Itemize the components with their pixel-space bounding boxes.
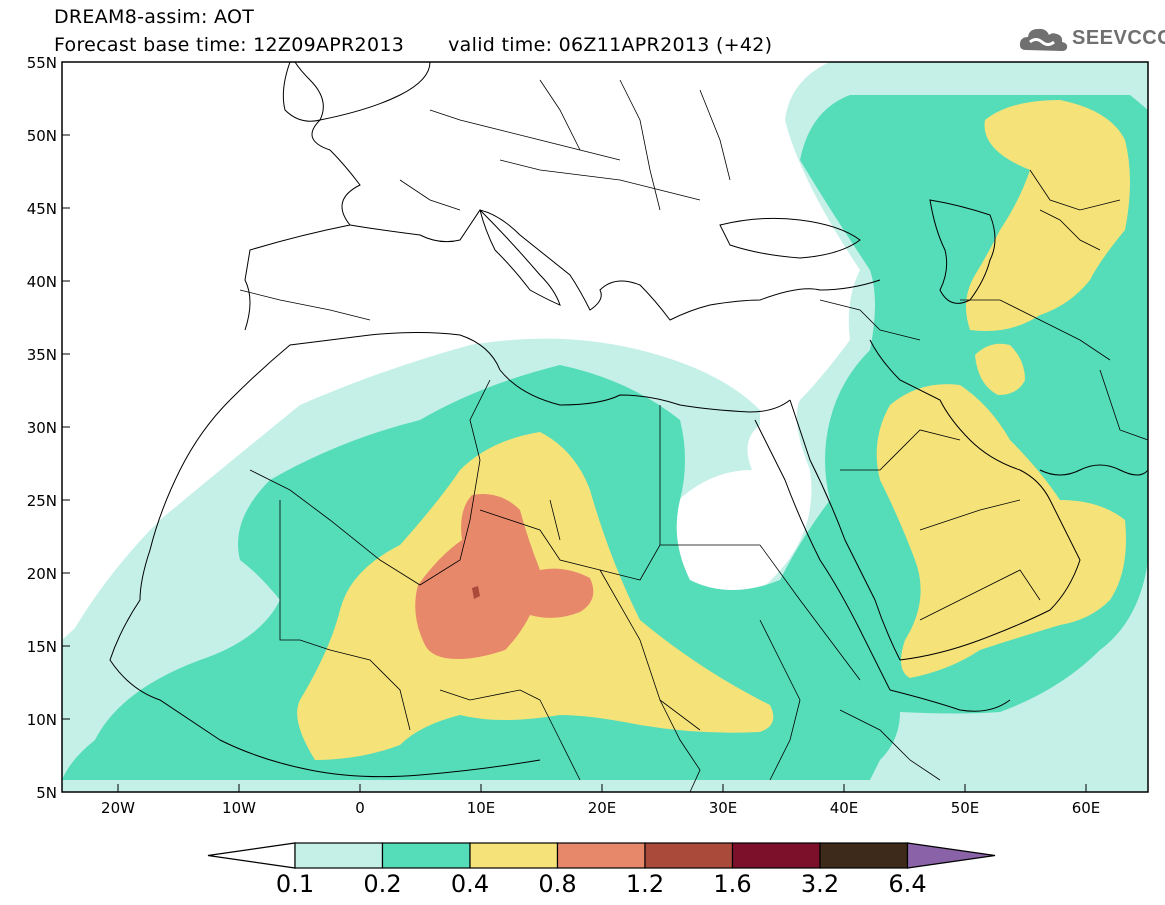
colorbar-swatch [556, 842, 646, 869]
lat-tick-label: 20N [27, 565, 57, 583]
lat-tick-label: 55N [27, 54, 57, 72]
arabia-coast [869, 339, 1081, 661]
aot-band-0-2 [62, 95, 1148, 780]
horn-of-africa [889, 689, 1011, 712]
persian-gulf [1039, 464, 1148, 476]
seevccc-logo: SEEVCCC [1018, 24, 1165, 54]
lat-tick-label: 10N [27, 711, 57, 729]
colorbar-label: 0.1 [275, 870, 315, 898]
red-sea-west [754, 419, 891, 691]
lat-tick-label: 5N [36, 784, 57, 802]
red-sea-east [789, 399, 901, 661]
colorbar-label: 3.2 [800, 870, 840, 898]
valid-time: valid time: 06Z11APR2013 (+42) [448, 34, 773, 56]
chart-title: DREAM8-assim: AOT [54, 6, 255, 28]
lat-tick-label: 35N [27, 346, 57, 364]
aot-band-0-4-caspian [966, 100, 1130, 331]
aot-band-0-4-iran [975, 343, 1025, 395]
aot-fields [62, 62, 1148, 792]
time-info: Forecast base time: 12Z09APR2013 valid ti… [54, 34, 772, 56]
lon-tick-label: 20W [101, 799, 135, 817]
borders [239, 79, 1148, 792]
latitude-axis: 55N 50N 45N 40N 35N 30N 25N 20N 15N 10N 5N [27, 54, 70, 802]
aot-colorbar [207, 842, 996, 869]
base-time: Forecast base time: 12Z09APR2013 [54, 34, 405, 56]
lon-tick-label: 10E [467, 799, 496, 817]
colorbar-label: 0.8 [538, 870, 577, 898]
aot-band-1-2 [472, 586, 480, 599]
longitude-axis: 20W 10W 0 10E 20E 30E 40E 50E 60E [101, 784, 1100, 817]
lon-tick-label: 20E [588, 799, 617, 817]
lat-tick-label: 40N [27, 273, 57, 291]
lon-tick-label: 50E [951, 799, 980, 817]
colorbar-swatch [819, 842, 909, 869]
colorbar-under-arrow [207, 842, 296, 869]
lon-tick-label: 40E [830, 799, 859, 817]
colorbar-swatch [294, 842, 384, 869]
colorbar-label: 1.2 [625, 870, 665, 898]
africa-north-coast [229, 332, 791, 413]
colorbar-swatch [469, 842, 559, 869]
lat-tick-label: 15N [27, 638, 57, 656]
lon-tick-label: 30E [709, 799, 738, 817]
colorbar-label: 0.4 [450, 870, 490, 898]
africa-west-coast [109, 399, 541, 778]
colorbar-swatch [381, 842, 471, 869]
lon-tick-label: 60E [1072, 799, 1101, 817]
british-isles [282, 62, 324, 122]
coastlines [109, 62, 1148, 778]
colorbar-label: 1.6 [713, 870, 752, 898]
europe-coast [244, 62, 431, 331]
lat-tick-label: 25N [27, 492, 57, 510]
cloud-icon [1019, 28, 1068, 51]
lon-tick-label: 0 [355, 799, 365, 817]
colorbar-label: 6.4 [888, 870, 927, 898]
black-sea [719, 217, 861, 259]
lat-tick-label: 30N [27, 419, 57, 437]
italy [479, 209, 561, 306]
colorbar-swatch [731, 842, 821, 869]
lat-tick-label: 50N [27, 127, 57, 145]
logo-text: SEEVCCC [1072, 27, 1165, 49]
med-north [349, 209, 881, 321]
colorbar-over-arrow [906, 842, 996, 869]
aot-band-0-4-arabia [876, 384, 1126, 678]
colorbar-swatch [644, 842, 734, 869]
lon-tick-label: 10W [222, 799, 256, 817]
aot-band-0-8 [415, 494, 594, 659]
lat-tick-label: 45N [27, 200, 57, 218]
colorbar-label: 0.2 [363, 870, 402, 898]
